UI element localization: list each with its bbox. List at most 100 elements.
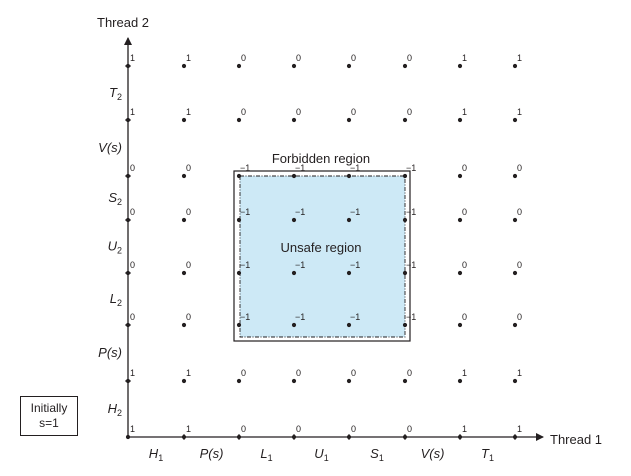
state-point [457,378,463,384]
state-point [291,322,297,328]
y-axis-label: U2 [108,239,122,256]
x-axis-title: Thread 1 [550,432,602,447]
state-point [402,117,408,123]
semaphore-value: −1 [350,260,360,270]
semaphore-value: −1 [350,207,360,217]
semaphore-value: 1 [517,368,522,378]
state-point [125,117,131,123]
state-point [125,378,131,384]
state-point [346,322,352,328]
x-axis-label: U1 [314,446,328,463]
semaphore-value: −1 [240,312,250,322]
semaphore-value: 0 [407,424,412,434]
semaphore-value: 1 [462,424,467,434]
x-axis-label: L1 [260,446,272,463]
semaphore-value: 0 [462,312,467,322]
semaphore-value: 1 [462,53,467,63]
semaphore-value: −1 [406,163,416,173]
semaphore-value: 1 [517,107,522,117]
state-point [512,117,518,123]
state-point [181,217,187,223]
x-axis-label: H1 [149,446,163,463]
state-point [512,270,518,276]
semaphore-value: 0 [407,53,412,63]
state-point [457,117,463,123]
semaphore-value: 0 [241,53,246,63]
state-point [125,322,131,328]
x-axis-label: T1 [481,446,494,463]
semaphore-value: −1 [240,163,250,173]
semaphore-value: 1 [130,424,135,434]
state-point [402,217,408,223]
semaphore-value: 0 [186,312,191,322]
state-point [181,63,187,69]
semaphore-value: 0 [407,368,412,378]
semaphore-value: 0 [296,107,301,117]
semaphore-value: 0 [462,207,467,217]
state-point [181,378,187,384]
semaphore-value: 1 [130,368,135,378]
state-point [512,217,518,223]
state-point [181,434,187,440]
state-point [457,322,463,328]
state-point [402,322,408,328]
semaphore-value: 0 [241,424,246,434]
state-point [291,217,297,223]
semaphore-value: 0 [130,260,135,270]
state-point [346,217,352,223]
semaphore-value: −1 [406,312,416,322]
semaphore-value: 0 [296,53,301,63]
forbidden-region-label: Forbidden region [272,151,370,166]
state-point [457,217,463,223]
semaphore-value: −1 [350,312,360,322]
state-point [291,63,297,69]
semaphore-value: 1 [186,53,191,63]
semaphore-value: 0 [241,368,246,378]
state-point [291,378,297,384]
state-point [346,434,352,440]
state-point [402,378,408,384]
state-point [125,434,131,440]
semaphore-value: −1 [240,260,250,270]
semaphore-value: 1 [186,107,191,117]
state-point [181,322,187,328]
state-point [236,378,242,384]
state-point [236,63,242,69]
semaphore-value: −1 [295,163,305,173]
state-point [402,63,408,69]
semaphore-value: −1 [240,207,250,217]
semaphore-value: 0 [186,260,191,270]
semaphore-value: −1 [406,207,416,217]
semaphore-value: 0 [130,207,135,217]
y-axis-label: T2 [109,85,122,102]
initial-state-line2: s=1 [39,416,59,430]
semaphore-value: 0 [130,312,135,322]
state-point [181,117,187,123]
x-axis-label: P(s) [200,446,224,461]
y-axis-label: H2 [108,401,122,418]
semaphore-value: 1 [186,368,191,378]
semaphore-value: 0 [517,163,522,173]
state-point [512,322,518,328]
semaphore-value: 0 [517,312,522,322]
semaphore-value: −1 [295,260,305,270]
semaphore-value: 0 [462,163,467,173]
state-point [181,270,187,276]
state-point [512,434,518,440]
state-point [457,63,463,69]
semaphore-value: −1 [295,312,305,322]
state-point [346,63,352,69]
semaphore-value: 0 [186,163,191,173]
semaphore-value: 0 [351,368,356,378]
semaphore-value: 0 [296,368,301,378]
state-point [236,434,242,440]
forbidden-region-border [233,170,411,342]
state-point [402,173,408,179]
state-point [346,378,352,384]
semaphore-value: 0 [351,424,356,434]
state-point [125,270,131,276]
semaphore-value: −1 [406,260,416,270]
semaphore-value: 0 [517,260,522,270]
x-axis-label: V(s) [421,446,445,461]
